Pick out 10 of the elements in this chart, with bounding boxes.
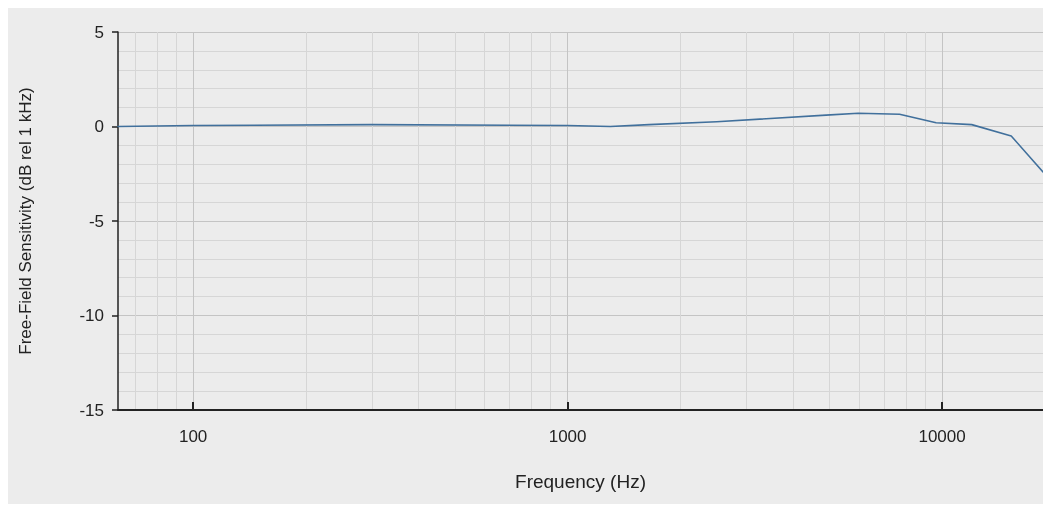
x-tick-label: 100 xyxy=(178,427,208,446)
y-axis-title: Free-Field Sensitivity (dB rel 1 kHz) xyxy=(16,87,35,355)
x-tick-label: 10000 xyxy=(918,427,966,446)
x-axis-title: Frequency (Hz) xyxy=(515,471,646,492)
y-tick-label: 5 xyxy=(94,22,104,42)
y-tick-label: -15 xyxy=(79,400,104,420)
y-tick-label: -10 xyxy=(79,306,104,325)
x-tick-label: 1000 xyxy=(548,427,587,446)
y-tick-label: -5 xyxy=(88,211,104,231)
y-tick-label: 0 xyxy=(94,117,104,136)
